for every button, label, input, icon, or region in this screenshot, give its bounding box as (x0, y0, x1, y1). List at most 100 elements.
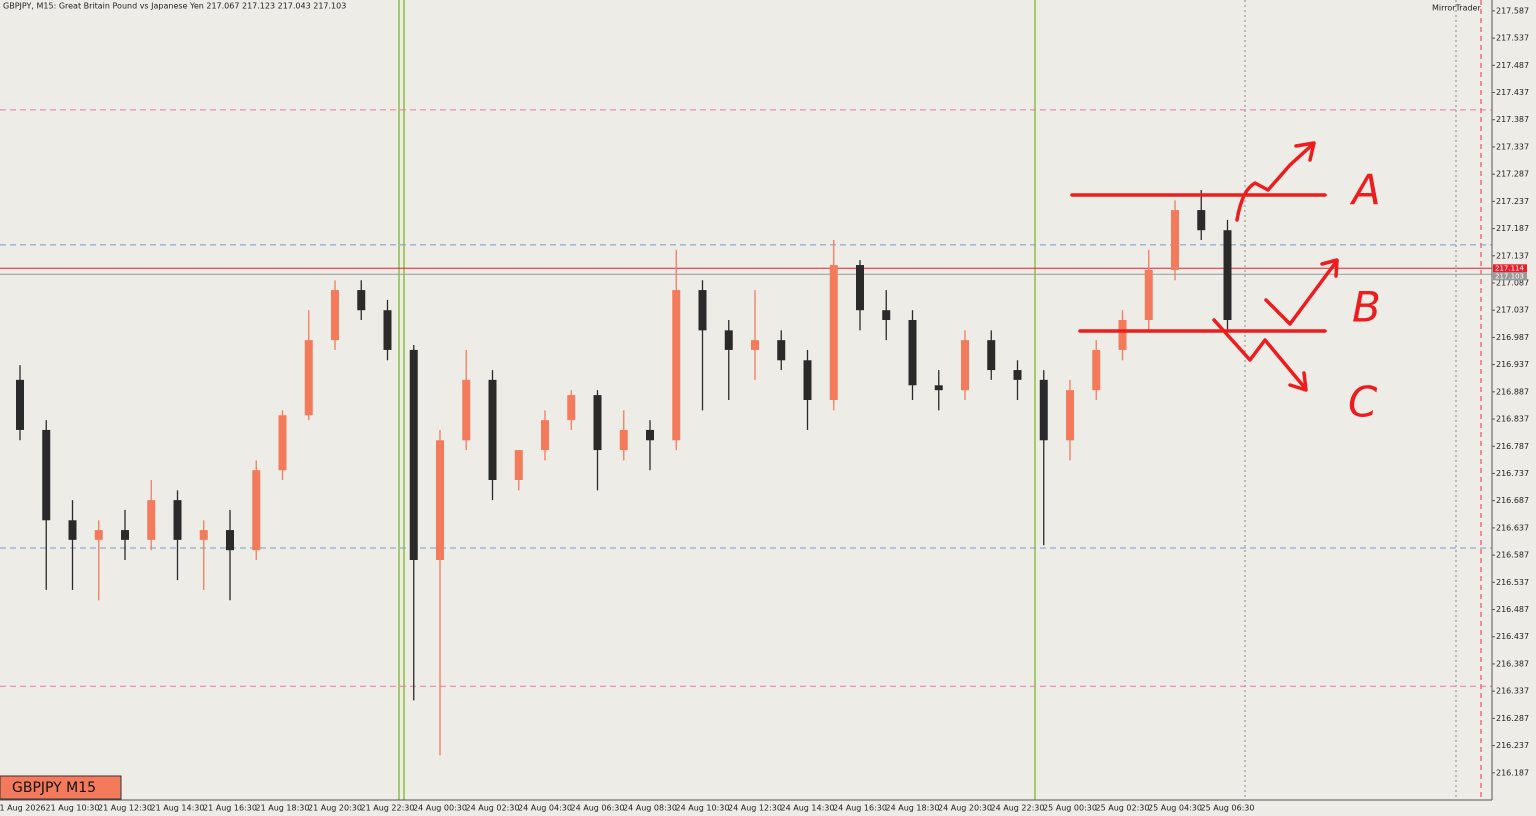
x-tick-label: 24 Aug 12:30 (728, 804, 782, 813)
candle-body (1197, 210, 1206, 231)
candle-body (751, 340, 759, 350)
x-tick-label: 24 Aug 10:30 (676, 804, 730, 813)
y-tick-label: 217.037 (1496, 306, 1529, 315)
x-tick-label: 24 Aug 08:30 (623, 804, 677, 813)
price-tag-label: 217.114 (1495, 264, 1524, 272)
candle-body (278, 415, 287, 471)
x-tick-label: 24 Aug 04:30 (518, 804, 572, 813)
y-tick-label: 217.287 (1496, 170, 1529, 179)
y-tick-label: 216.237 (1496, 741, 1529, 750)
candle-body (1171, 210, 1179, 270)
x-tick-label: 25 Aug 00:30 (1043, 804, 1097, 813)
candle-body (567, 395, 576, 421)
candle-body (829, 265, 838, 400)
candle-body (42, 429, 51, 521)
x-tick-label: 25 Aug 02:30 (1096, 804, 1150, 813)
candle-body (619, 429, 628, 451)
candle-body (1013, 370, 1022, 380)
x-tick-label: 24 Aug 02:30 (466, 804, 520, 813)
candle-body (383, 310, 392, 350)
y-tick-label: 216.887 (1496, 387, 1529, 396)
candle-body (357, 290, 366, 311)
y-tick-label: 217.487 (1496, 61, 1529, 70)
y-tick-label: 216.337 (1496, 687, 1529, 696)
symbol-badge (0, 775, 122, 800)
y-tick-label: 216.987 (1496, 333, 1529, 342)
candle-body (121, 530, 129, 540)
y-tick-label: 217.087 (1496, 278, 1529, 287)
arrow-check (1264, 258, 1339, 326)
y-tick-label: 217.587 (1496, 6, 1529, 15)
chart-title: GBPJPY, M15: Great Britain Pound vs Japa… (3, 2, 346, 11)
x-tick-label: 24 Aug 18:30 (886, 804, 940, 813)
x-tick-label: 24 Aug 16:30 (833, 804, 887, 813)
price-tag-label: 217.103 (1495, 272, 1524, 280)
price-tag (1493, 264, 1527, 273)
candle-body (1223, 230, 1232, 320)
y-tick-label: 216.287 (1496, 714, 1529, 723)
candle-body (882, 310, 891, 320)
candle-body (488, 379, 497, 480)
y-tick-label: 216.787 (1496, 442, 1529, 451)
candle-body (672, 290, 681, 441)
symbol-badge-text: GBPJPY M15 (12, 780, 96, 796)
candle-body (1092, 349, 1101, 391)
x-tick-label: 21 Aug 16:30 (203, 804, 257, 813)
x-tick-label: 21 Aug 14:30 (151, 804, 205, 813)
y-tick-label: 216.537 (1496, 578, 1529, 587)
annotation: C (1348, 378, 1378, 427)
x-tick-label: 25 Aug 04:30 (1148, 804, 1202, 813)
y-tick-label: 217.237 (1496, 197, 1529, 206)
annotations: A B C (1070, 141, 1381, 427)
candle-body (199, 530, 208, 540)
x-tick-label: 21 Aug 2026 (0, 804, 46, 813)
candle-body (1118, 320, 1127, 350)
candle-body (409, 349, 418, 560)
candle-body (147, 500, 156, 540)
candle-body (961, 340, 969, 391)
candle-body (541, 420, 549, 451)
x-tick-label: 24 Aug 06:30 (571, 804, 625, 813)
candle-body (646, 429, 654, 441)
y-tick-label: 216.187 (1496, 768, 1529, 777)
x-tick-label: 21 Aug 12:30 (98, 804, 152, 813)
x-tick-label: 24 Aug 22:30 (991, 804, 1045, 813)
candle-body (514, 450, 523, 480)
y-tick-label: 216.737 (1496, 469, 1529, 478)
candle-body (16, 379, 24, 430)
x-tick-label: 21 Aug 20:30 (308, 804, 362, 813)
candle-body (94, 530, 103, 540)
levels (0, 109, 1492, 687)
candle-body (908, 320, 917, 386)
candle-body (1144, 269, 1153, 320)
candle-body (593, 395, 602, 451)
y-tick-label: 216.587 (1496, 551, 1529, 560)
y-tick-label: 216.387 (1496, 659, 1529, 668)
candle-body (803, 360, 812, 400)
y-tick-label: 216.837 (1496, 415, 1529, 424)
candle-body (777, 340, 786, 361)
x-tick-label: 24 Aug 00:30 (413, 804, 467, 813)
y-tick-label: 216.637 (1496, 523, 1529, 532)
arrow-up (1235, 141, 1316, 222)
annotation: B (1352, 283, 1381, 332)
y-tick-label: 216.937 (1496, 360, 1529, 369)
candle-body (698, 290, 707, 331)
candle-body (987, 340, 996, 371)
y-tick-label: 217.137 (1496, 251, 1529, 260)
arrow-down (1212, 318, 1308, 392)
candle-body (436, 440, 444, 560)
y-tick-label: 217.437 (1496, 88, 1529, 97)
y-tick-label: 217.387 (1496, 115, 1529, 124)
brand: MirrorTrader (1432, 4, 1481, 13)
candle-body (252, 470, 261, 551)
y-tick-label: 216.437 (1496, 632, 1529, 641)
candle-body (934, 385, 943, 391)
candle-body (856, 265, 864, 311)
y-tick-label: 216.687 (1496, 496, 1529, 505)
x-tick-label: 21 Aug 18:30 (256, 804, 310, 813)
price-tag (1493, 272, 1527, 281)
